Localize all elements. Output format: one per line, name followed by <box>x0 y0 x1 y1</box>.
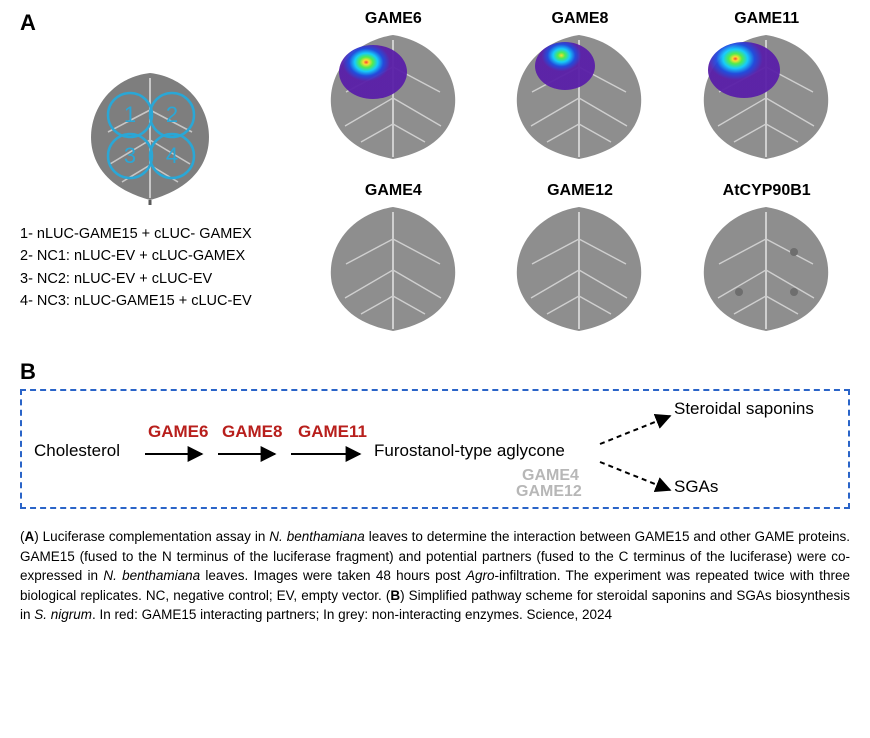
sample-label: GAME8 <box>497 10 664 28</box>
leaf-shape <box>91 73 209 205</box>
leaf-image <box>694 32 839 162</box>
pathway-intermediate: Furostanol-type aglycone <box>374 441 565 461</box>
legend-list: 1- nLUC-GAME15 + cLUC- GAMEX 2- NC1: nLU… <box>20 223 280 313</box>
reference-leaf-wrap: 1 2 3 4 <box>20 70 280 205</box>
pathway-enzyme-grey: GAME12 <box>516 483 582 501</box>
panel-b-container: B Cholesterol GAME6 GAME8 GAME11 Furosta… <box>20 359 850 509</box>
svg-text:3: 3 <box>124 143 136 168</box>
sample-game12: GAME12 <box>497 182 664 334</box>
leaf-image <box>507 32 652 162</box>
figure-caption: (A) Luciferase complementation assay in … <box>20 527 850 625</box>
svg-text:2: 2 <box>166 102 178 127</box>
legend-line: 2- NC1: nLUC-EV + cLUC-GAMEX <box>20 245 280 267</box>
pathway-product-bottom: SGAs <box>674 477 718 497</box>
panel-a-grid: GAME6 <box>310 10 850 334</box>
pathway-product-top: Steroidal saponins <box>674 399 814 419</box>
legend-line: 1- nLUC-GAME15 + cLUC- GAMEX <box>20 223 280 245</box>
sample-game6: GAME6 <box>310 10 477 162</box>
pathway-start: Cholesterol <box>34 441 120 461</box>
panel-a-left-column: 1 2 3 4 1- nLUC-GAME15 + cLUC- GAMEX 2- … <box>20 10 280 334</box>
sample-label: AtCYP90B1 <box>683 182 850 200</box>
sample-label: GAME6 <box>310 10 477 28</box>
leaf-image <box>694 204 839 334</box>
sample-game8: GAME8 <box>497 10 664 162</box>
pathway-enzyme-red: GAME8 <box>222 422 282 442</box>
reference-leaf-svg: 1 2 3 4 <box>80 70 220 205</box>
pathway-box: Cholesterol GAME6 GAME8 GAME11 Furostano… <box>20 389 850 509</box>
panel-a-container: A 1 2 3 4 <box>20 10 850 334</box>
sample-game4: GAME4 <box>310 182 477 334</box>
legend-line: 4- NC3: nLUC-GAME15 + cLUC-EV <box>20 290 280 312</box>
sample-label: GAME4 <box>310 182 477 200</box>
sample-label: GAME11 <box>683 10 850 28</box>
sample-label: GAME12 <box>497 182 664 200</box>
panel-b-label: B <box>20 359 36 384</box>
legend-line: 3- NC2: nLUC-EV + cLUC-EV <box>20 268 280 290</box>
leaf-image <box>321 32 466 162</box>
pathway-enzyme-red: GAME6 <box>148 422 208 442</box>
sample-game11: GAME11 <box>683 10 850 162</box>
leaf-image <box>321 204 466 334</box>
leaf-image <box>507 204 652 334</box>
sample-atcyp90b1: AtCYP90B1 <box>683 182 850 334</box>
pathway-enzyme-red: GAME11 <box>298 422 367 442</box>
svg-text:1: 1 <box>124 102 136 127</box>
panel-a-label: A <box>20 10 36 36</box>
svg-text:4: 4 <box>166 143 178 168</box>
